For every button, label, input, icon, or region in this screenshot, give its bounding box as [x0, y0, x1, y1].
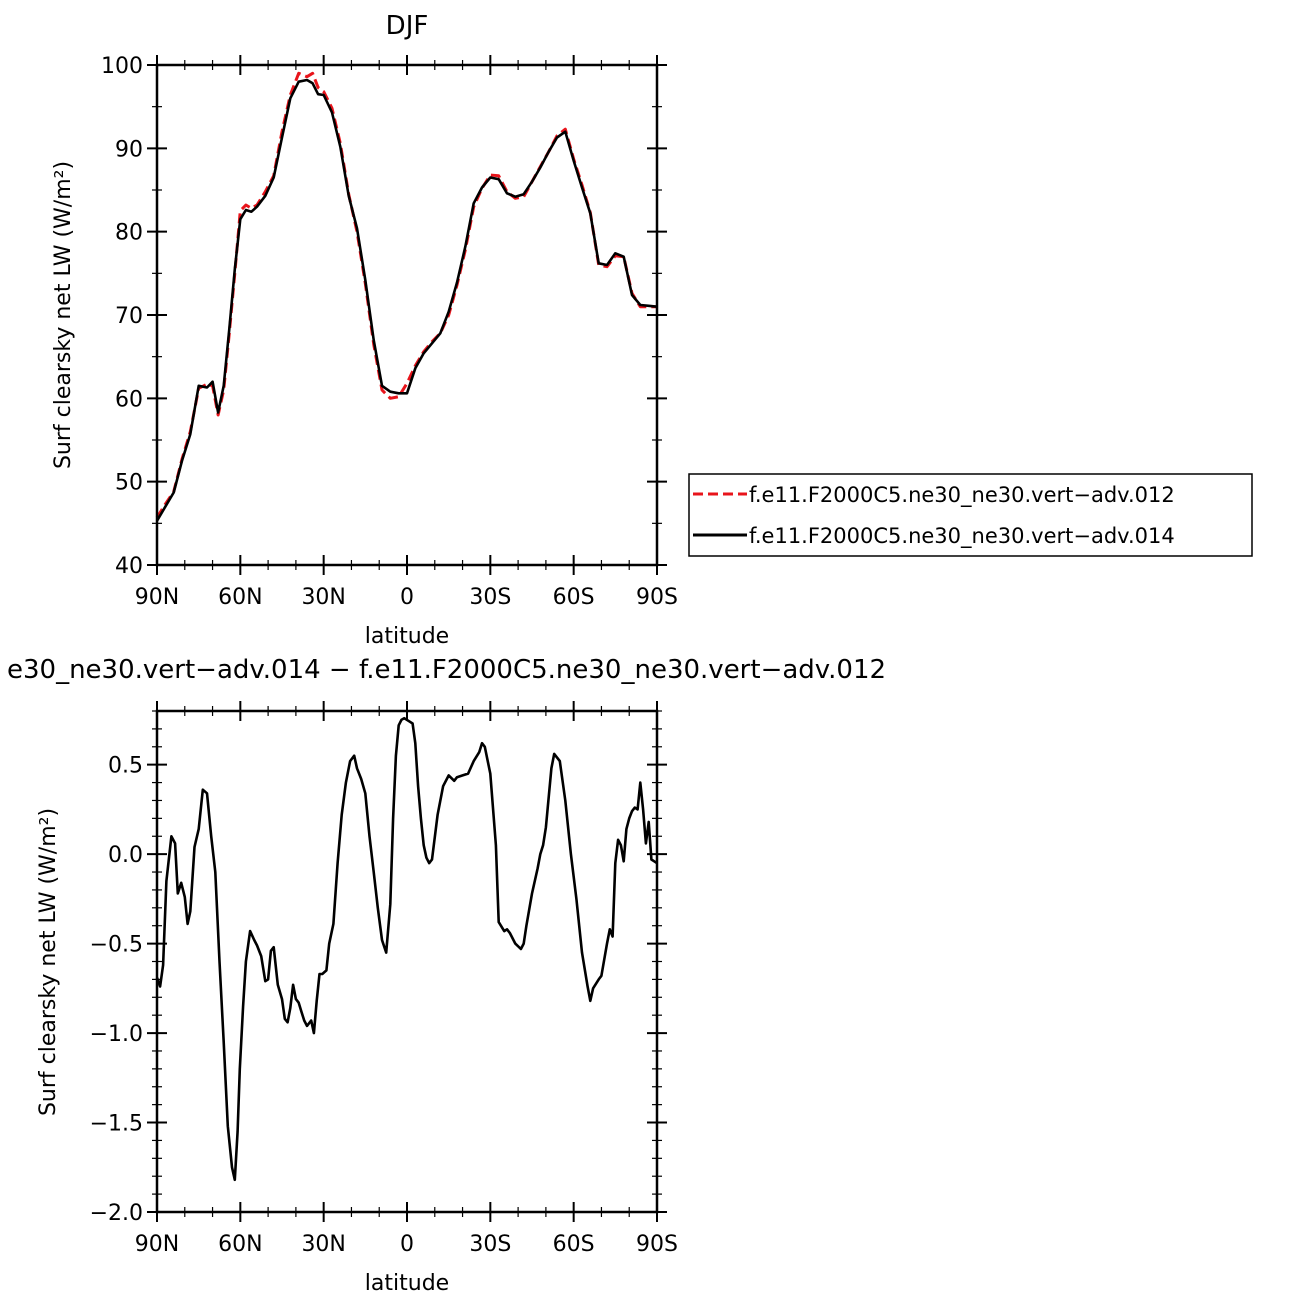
top-x-tick-label: 90N — [135, 585, 179, 610]
top-y-tick-label: 40 — [115, 554, 143, 579]
top-panel: DJF 90N 60N 30N 0 30S 60S 90S 40 50 60 70 80 90 100 l… — [51, 11, 678, 649]
legend: f.e11.F2000C5.ne30_ne30.vert−adv.012 f.e… — [688, 473, 1253, 557]
bottom-x-tick-label: 90S — [636, 1232, 678, 1257]
bottom-x-tick-label: 0 — [400, 1232, 414, 1257]
bottom-x-tick-label: 60N — [218, 1232, 262, 1257]
top-y-tick-label: 60 — [115, 387, 143, 412]
legend-label-014: f.e11.F2000C5.ne30_ne30.vert−adv.014 — [749, 524, 1175, 549]
bottom-x-tick-label: 90N — [135, 1232, 179, 1257]
bottom-panel: e30_ne30.vert−adv.014 − f.e11.F2000C5.ne… — [7, 655, 886, 1296]
top-y-tick-label: 50 — [115, 471, 143, 496]
bottom-y-tick-label: −2.0 — [90, 1201, 143, 1226]
bottom-x-axis-label: latitude — [365, 1271, 449, 1296]
top-x-tick-label: 60N — [218, 585, 262, 610]
top-y-axis-label: Surf clearsky net LW (W/m²) — [51, 161, 76, 469]
bottom-y-tick-label: −1.5 — [90, 1112, 143, 1137]
legend-box — [688, 473, 1253, 557]
bottom-x-tick-label: 60S — [553, 1232, 595, 1257]
top-x-tick-label: 0 — [400, 585, 414, 610]
bottom-plot-area: 90N 60N 30N 0 30S 60S 90S −2.0 −1.5 −1.0 −0.5 0.0 0.… — [90, 701, 678, 1257]
bottom-y-tick-label: −0.5 — [90, 933, 143, 958]
bottom-y-axis-label: Surf clearsky net LW (W/m²) — [36, 808, 61, 1116]
bottom-chart-title: e30_ne30.vert−adv.014 − f.e11.F2000C5.ne… — [7, 655, 886, 685]
top-x-tick-label: 90S — [636, 585, 678, 610]
top-y-tick-label: 100 — [101, 54, 143, 79]
top-axes-frame — [155, 63, 659, 567]
top-plot-area: 90N 60N 30N 0 30S 60S 90S 40 50 60 70 80 90 100 — [101, 54, 678, 610]
top-chart-title: DJF — [386, 11, 429, 41]
top-series-line-1 — [155, 78, 658, 522]
legend-label-012: f.e11.F2000C5.ne30_ne30.vert−adv.012 — [749, 483, 1175, 508]
top-y-tick-label: 90 — [115, 137, 143, 162]
top-y-tick-label: 70 — [115, 304, 143, 329]
bottom-series-line-0 — [155, 716, 658, 1182]
top-x-tick-label: 30S — [469, 585, 511, 610]
bottom-x-tick-label: 30N — [301, 1232, 345, 1257]
bottom-y-tick-label: 0.0 — [108, 843, 143, 868]
top-x-tick-label: 30N — [301, 585, 345, 610]
top-y-tick-label: 80 — [115, 221, 143, 246]
top-x-axis-label: latitude — [365, 624, 449, 649]
bottom-axes-frame — [155, 709, 659, 1214]
bottom-y-tick-label: 0.5 — [108, 754, 143, 779]
top-x-tick-label: 60S — [553, 585, 595, 610]
bottom-x-tick-label: 30S — [469, 1232, 511, 1257]
bottom-y-tick-label: −1.0 — [90, 1022, 143, 1047]
